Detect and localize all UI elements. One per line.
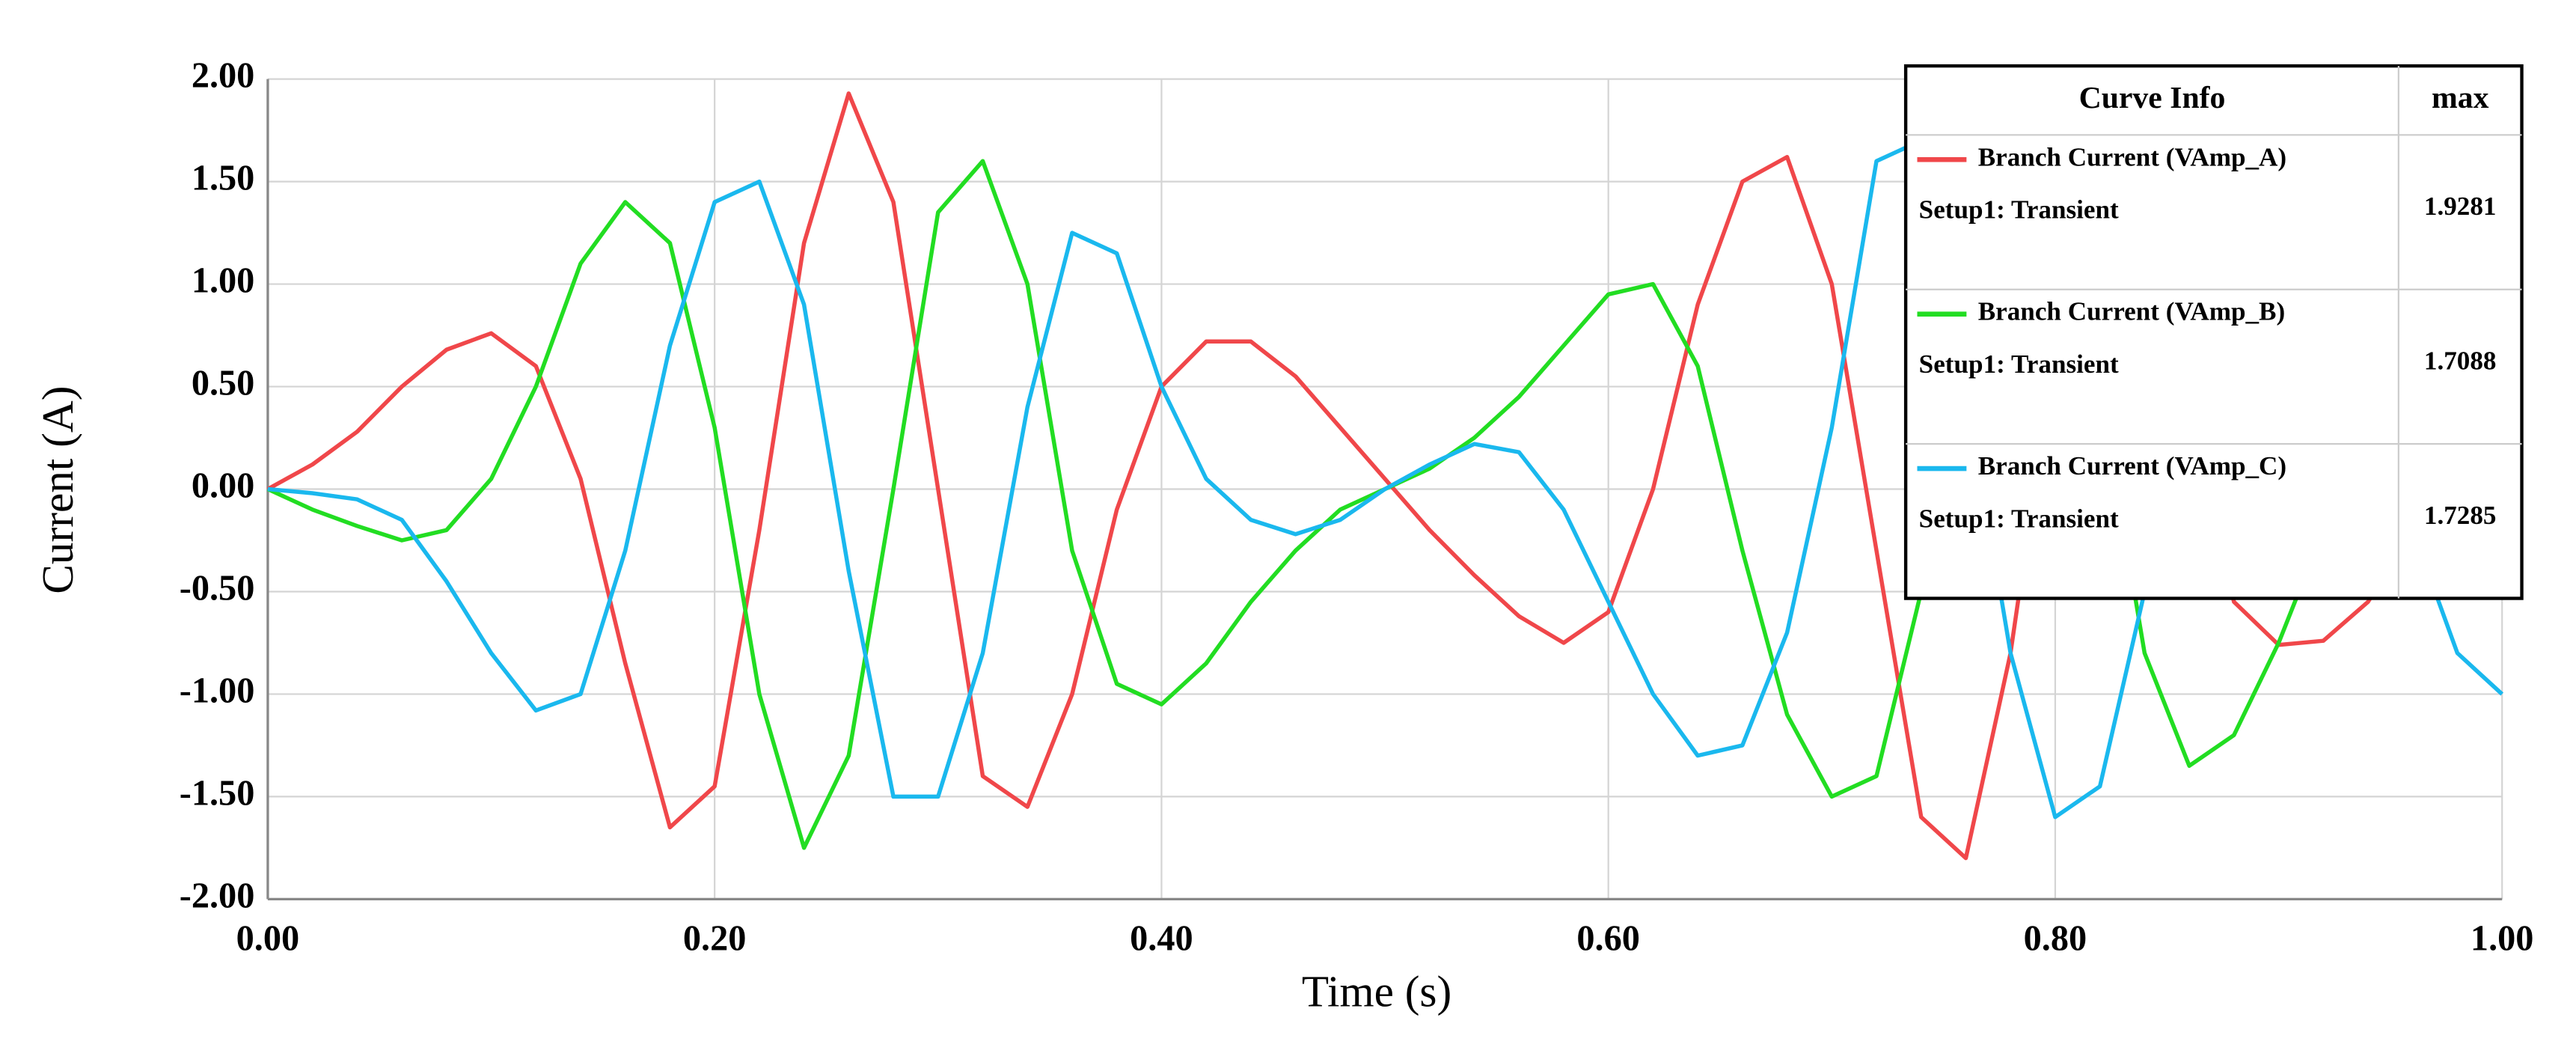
legend-header: max [2432, 81, 2489, 115]
legend-max: 1.7088 [2424, 347, 2497, 376]
legend-header: Curve Info [2079, 81, 2226, 115]
legend-name: Branch Current (VAmp_A) [1978, 142, 2286, 171]
y-tick-label: 2.00 [192, 56, 255, 96]
x-tick-label: 0.00 [236, 919, 300, 959]
y-tick-label: 0.00 [192, 466, 255, 506]
legend-name: Branch Current (VAmp_C) [1978, 451, 2286, 480]
y-tick-label: 1.50 [192, 159, 255, 198]
y-tick-label: -1.00 [180, 671, 255, 711]
x-tick-label: 1.00 [2471, 919, 2534, 959]
y-tick-label: -1.50 [180, 773, 255, 813]
legend-max: 1.9281 [2424, 192, 2497, 221]
y-tick-label: 1.00 [192, 261, 255, 301]
y-axis-title: Current (A) [33, 386, 82, 594]
x-tick-label: 0.20 [683, 919, 747, 959]
legend-max: 1.7285 [2424, 501, 2497, 530]
series-line [267, 138, 2504, 820]
legend-setup: Setup1: Transient [1919, 195, 2119, 225]
legend-setup: Setup1: Transient [1919, 504, 2119, 533]
y-tick-label: 0.50 [192, 364, 255, 403]
legend-box [1903, 64, 2524, 600]
x-tick-label: 0.60 [1576, 919, 1640, 959]
x-tick-label: 0.80 [2024, 919, 2087, 959]
x-tick-label: 0.40 [1130, 919, 1193, 959]
legend-name: Branch Current (VAmp_B) [1978, 297, 2285, 326]
y-tick-label: -2.00 [180, 876, 255, 915]
legend-setup: Setup1: Transient [1919, 350, 2119, 379]
x-axis-title: Time (s) [1302, 967, 1451, 1016]
y-tick-label: -0.50 [180, 569, 255, 608]
